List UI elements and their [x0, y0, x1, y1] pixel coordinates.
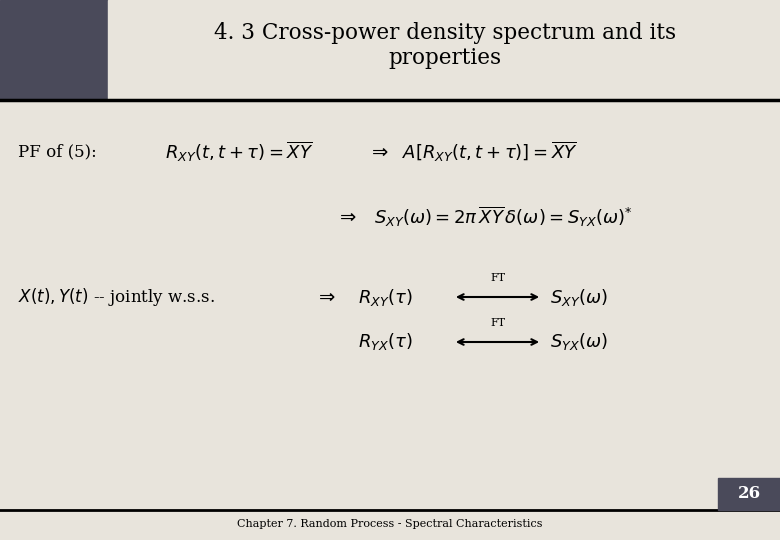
Text: $\Rightarrow$: $\Rightarrow$ — [315, 288, 336, 306]
Text: $X(t), Y(t)$ -- jointly w.s.s.: $X(t), Y(t)$ -- jointly w.s.s. — [18, 286, 215, 308]
Text: properties: properties — [388, 47, 502, 69]
Text: 26: 26 — [737, 485, 760, 503]
Text: $R_{YX}(\tau)$: $R_{YX}(\tau)$ — [358, 332, 413, 353]
Text: $S_{XY}(\omega)$: $S_{XY}(\omega)$ — [550, 287, 608, 307]
Text: 4. 3 Cross-power density spectrum and its: 4. 3 Cross-power density spectrum and it… — [214, 22, 676, 44]
Text: PF of (5):: PF of (5): — [18, 144, 97, 160]
Text: $S_{XY}(\omega) = 2\pi\,\overline{XY}\,\delta(\omega) = S_{YX}(\omega)^{*}$: $S_{XY}(\omega) = 2\pi\,\overline{XY}\,\… — [374, 205, 633, 230]
Text: $S_{YX}(\omega)$: $S_{YX}(\omega)$ — [550, 332, 608, 353]
Text: FT: FT — [490, 273, 505, 283]
Text: $\Rightarrow$: $\Rightarrow$ — [336, 208, 357, 226]
Bar — [0, 0, 108, 100]
Bar — [108, 0, 780, 100]
Text: Chapter 7. Random Process - Spectral Characteristics: Chapter 7. Random Process - Spectral Cha… — [237, 519, 543, 529]
Text: $R_{XY}(\tau)$: $R_{XY}(\tau)$ — [358, 287, 413, 307]
Text: $\Rightarrow$: $\Rightarrow$ — [368, 143, 389, 161]
Text: $R_{XY}(t, t+\tau) = \overline{XY}$: $R_{XY}(t, t+\tau) = \overline{XY}$ — [165, 140, 314, 164]
Text: FT: FT — [490, 318, 505, 328]
Bar — [718, 478, 780, 510]
Text: $A[R_{XY}(t, t+\tau)] = \overline{XY}$: $A[R_{XY}(t, t+\tau)] = \overline{XY}$ — [402, 140, 577, 164]
